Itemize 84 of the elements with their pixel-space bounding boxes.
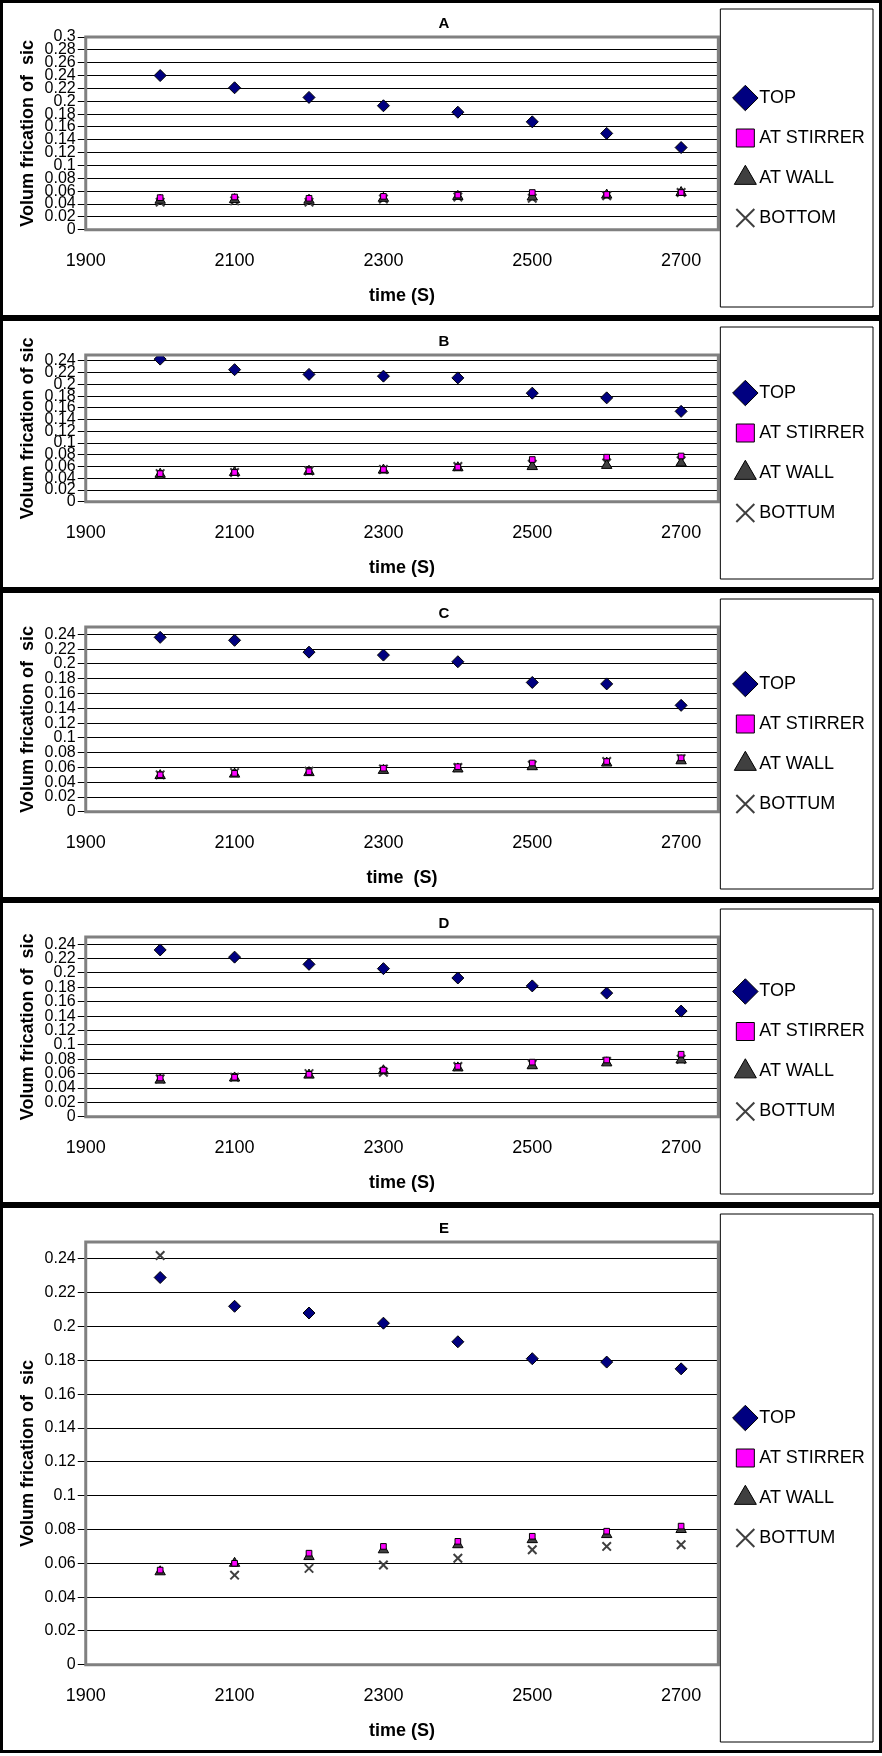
- y-tick-label: 0.18: [44, 1350, 76, 1368]
- y-tick-label: 0.04: [44, 772, 76, 790]
- x-axis-title: time (S): [369, 557, 436, 578]
- legend-label: AT WALL: [759, 752, 835, 773]
- y-tick-label: 0.22: [44, 1283, 76, 1301]
- y-axis-title: Volum frication of sic: [16, 1360, 37, 1547]
- legend-label: AT WALL: [759, 461, 835, 482]
- y-tick-label: 0.2: [53, 1316, 76, 1334]
- y-tick-label: 0.16: [44, 1384, 76, 1402]
- legend-label: AT WALL: [759, 1060, 835, 1081]
- x-tick-label: 2700: [661, 831, 702, 852]
- legend-label: AT WALL: [759, 1486, 835, 1507]
- y-tick-label: 0.1: [53, 728, 76, 746]
- y-tick-label: 0.2: [53, 654, 76, 672]
- x-tick-label: 2500: [512, 1136, 553, 1157]
- legend-label: AT STIRRER: [759, 1446, 865, 1467]
- y-tick-label: 0: [66, 802, 76, 820]
- y-tick-label: 0: [66, 1107, 76, 1125]
- y-tick-label: 0: [66, 220, 76, 238]
- x-axis-title: time (S): [369, 285, 436, 306]
- x-tick-label: 2500: [512, 249, 553, 270]
- y-tick-label: 0.04: [44, 1587, 76, 1605]
- x-tick-label: 2100: [214, 1136, 255, 1157]
- x-tick-label: 1900: [65, 1684, 106, 1705]
- legend-label: TOP: [759, 980, 797, 1001]
- y-tick-label: 0.24: [44, 624, 76, 642]
- x-axis-title: time (S): [369, 1720, 436, 1741]
- y-tick-label: 0.12: [44, 1452, 76, 1470]
- x-tick-label: 2700: [661, 1136, 702, 1157]
- x-tick-label: 1900: [65, 831, 106, 852]
- y-tick-label: 0.02: [44, 1621, 76, 1639]
- x-tick-label: 2100: [214, 521, 255, 542]
- chart-title: C: [438, 604, 450, 622]
- legend-label: AT STIRRER: [759, 712, 865, 733]
- x-tick-label: 2100: [214, 831, 255, 852]
- legend-label: BOTTUM: [759, 1100, 836, 1121]
- y-tick-label: 0.12: [44, 713, 76, 731]
- legend-label: TOP: [759, 1406, 797, 1427]
- x-tick-label: 2300: [363, 1136, 404, 1157]
- chart-title: A: [438, 14, 450, 32]
- x-tick-label: 2500: [512, 521, 553, 542]
- legend-label: AT STIRRER: [759, 421, 865, 442]
- x-tick-label: 2700: [661, 1684, 702, 1705]
- y-tick-label: 0.02: [44, 787, 76, 805]
- y-axis-title: Volum frication of sic: [16, 40, 37, 227]
- legend-label: TOP: [759, 381, 797, 402]
- chart-title: E: [438, 1219, 450, 1237]
- chart-title: B: [438, 332, 450, 350]
- y-tick-label: 0: [66, 1655, 76, 1673]
- y-axis-title: Volum frication of sic: [16, 626, 37, 813]
- y-tick-label: 0.14: [44, 1418, 76, 1436]
- legend-label: TOP: [759, 672, 797, 693]
- legend-label: BOTTOM: [759, 206, 836, 227]
- y-tick-label: 0.22: [44, 639, 76, 657]
- x-tick-label: 2700: [661, 521, 702, 542]
- x-axis-title: time (S): [366, 867, 438, 888]
- x-tick-label: 1900: [65, 521, 106, 542]
- x-tick-label: 2100: [214, 249, 255, 270]
- legend-label: AT STIRRER: [759, 126, 865, 147]
- legend-label: BOTTUM: [759, 792, 836, 813]
- x-tick-label: 2100: [214, 1684, 255, 1705]
- x-tick-label: 2700: [661, 249, 702, 270]
- x-tick-label: 2300: [363, 1684, 404, 1705]
- x-axis-title: time (S): [369, 1172, 436, 1193]
- y-axis-title: Volum frication of sic: [16, 337, 37, 520]
- legend-label: AT STIRRER: [759, 1020, 865, 1041]
- y-tick-label: 0.14: [44, 698, 76, 716]
- x-tick-label: 2300: [363, 831, 404, 852]
- legend-label: BOTTUM: [759, 501, 836, 522]
- x-tick-label: 2300: [363, 521, 404, 542]
- x-tick-label: 2300: [363, 249, 404, 270]
- y-tick-label: 0.24: [44, 1249, 76, 1267]
- legend-label: AT WALL: [759, 166, 835, 187]
- legend-label: BOTTUM: [759, 1526, 836, 1547]
- legend-label: TOP: [759, 86, 797, 107]
- chart-title: D: [438, 914, 450, 932]
- y-tick-label: 0.06: [44, 1553, 76, 1571]
- x-tick-label: 1900: [65, 1136, 106, 1157]
- y-axis-title: Volum frication of sic: [16, 933, 37, 1121]
- x-tick-label: 2500: [512, 831, 553, 852]
- x-tick-label: 1900: [65, 249, 106, 270]
- y-tick-label: 0.1: [53, 1486, 76, 1504]
- x-tick-label: 2500: [512, 1684, 553, 1705]
- y-tick-label: 0.08: [44, 1519, 76, 1537]
